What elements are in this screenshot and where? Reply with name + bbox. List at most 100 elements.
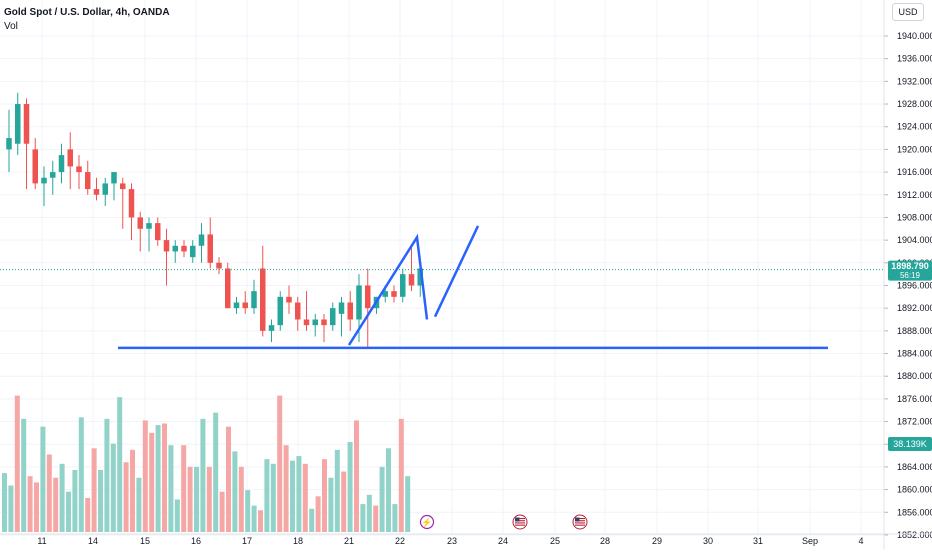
volume-bar	[142, 420, 148, 532]
volume-bar	[251, 505, 257, 532]
volume-bar	[315, 496, 321, 532]
drawing-tools[interactable]	[0, 225, 884, 350]
candle-body[interactable]	[251, 291, 257, 309]
candle-body[interactable]	[146, 223, 152, 229]
price-tick-label: 1852.000	[897, 530, 932, 540]
candle-body[interactable]	[190, 245, 196, 258]
price-tick-label: 1928.000	[897, 99, 932, 109]
time-axis[interactable]: 11 14 15 16 17 18 21 22 23 24 25 28 29 30 31 Sep 4	[0, 533, 932, 546]
candle-body[interactable]	[76, 166, 82, 173]
time-label: 30	[703, 536, 713, 546]
volume-bar	[360, 504, 366, 532]
candle-body[interactable]	[41, 177, 47, 184]
volume-bar	[2, 473, 7, 532]
candle-body[interactable]	[23, 104, 30, 144]
candle-body[interactable]	[233, 302, 240, 309]
volume-bar	[181, 445, 187, 532]
price-tick-label: 1940.000	[897, 31, 932, 41]
pattern-drawing[interactable]	[347, 233, 429, 346]
volume-bar	[283, 445, 289, 532]
volume-bar	[174, 499, 180, 532]
candle-body[interactable]	[58, 155, 65, 173]
currency-button[interactable]: USD	[892, 3, 924, 21]
price-tick-label: 1904.000	[897, 235, 932, 245]
candle-body[interactable]	[382, 291, 389, 297]
candle-body[interactable]	[286, 296, 292, 303]
volume-legend[interactable]: Vol	[4, 21, 18, 32]
volume-bar	[398, 418, 404, 532]
candle-body[interactable]	[312, 319, 319, 326]
candle-body[interactable]	[268, 325, 275, 331]
candle-body[interactable]	[225, 268, 231, 309]
candlesticks[interactable]	[6, 92, 424, 348]
price-tick-label: 1924.000	[897, 122, 932, 132]
volume-bar	[328, 477, 334, 532]
candle-body[interactable]	[330, 308, 336, 326]
candle-body[interactable]	[85, 172, 91, 190]
projection-line[interactable]	[433, 225, 480, 318]
volume-bar	[98, 470, 103, 532]
candle-body[interactable]	[6, 138, 12, 150]
volume-bar	[206, 466, 212, 532]
candle-body[interactable]	[400, 274, 406, 297]
candle-body[interactable]	[408, 274, 415, 286]
candle-body[interactable]	[260, 268, 266, 331]
candle-body[interactable]	[216, 262, 222, 269]
candle-body[interactable]	[365, 285, 371, 309]
volume-bar	[117, 397, 123, 532]
candle-body[interactable]	[242, 302, 249, 309]
candle-body[interactable]	[93, 189, 100, 195]
price-tick-label: 1912.000	[897, 190, 932, 200]
candle-body[interactable]	[391, 291, 397, 297]
candle-body[interactable]	[128, 189, 135, 218]
candle-body[interactable]	[163, 240, 170, 252]
candle-body[interactable]	[137, 217, 144, 229]
price-scale[interactable]: 1940.000 1936.000 1932.000 1928.000 1924.000…	[883, 0, 932, 550]
volume-bar	[46, 454, 52, 532]
candle-body[interactable]	[32, 149, 39, 184]
candle-body[interactable]	[321, 319, 327, 326]
event-markers[interactable]: ⚡	[419, 514, 588, 530]
time-label: 31	[753, 536, 763, 546]
candle-body[interactable]	[15, 104, 21, 144]
candle-body[interactable]	[155, 223, 161, 241]
volume-bar	[405, 476, 411, 532]
volume-bar	[27, 476, 33, 532]
volume-bar	[155, 425, 161, 532]
candle-body[interactable]	[417, 268, 424, 286]
candle-body[interactable]	[198, 234, 205, 246]
time-label: 28	[600, 536, 610, 546]
volume-bar	[341, 471, 347, 532]
time-label: 29	[652, 536, 662, 546]
candle-body[interactable]	[111, 172, 117, 184]
candle-body[interactable]	[303, 319, 310, 326]
candle-body[interactable]	[207, 234, 214, 263]
candle-body[interactable]	[102, 183, 109, 195]
candle-body[interactable]	[277, 296, 284, 326]
candle-body[interactable]	[181, 245, 187, 252]
time-label: 11	[37, 536, 46, 546]
time-label: 17	[242, 536, 252, 546]
volume-bar	[232, 451, 238, 532]
candle-body[interactable]	[50, 172, 56, 178]
candle-body[interactable]	[172, 245, 179, 252]
volume-bar	[238, 466, 244, 532]
candle-body[interactable]	[295, 302, 301, 320]
symbol-title[interactable]: Gold Spot / U.S. Dollar, 4h, OANDA	[4, 7, 170, 18]
volume-bar	[8, 485, 14, 532]
volume-bar	[354, 420, 359, 532]
lightning-icon[interactable]: ⚡	[419, 514, 435, 530]
time-label: 14	[88, 536, 98, 546]
candle-body[interactable]	[67, 149, 74, 167]
candle-body[interactable]	[347, 302, 354, 320]
us-flag-icon[interactable]	[572, 514, 588, 530]
candle-body[interactable]	[338, 302, 345, 314]
candle-body[interactable]	[356, 285, 362, 320]
volume-bar	[34, 482, 39, 532]
us-flag-icon[interactable]	[512, 514, 528, 530]
candle-body[interactable]	[120, 183, 126, 190]
time-label: 15	[140, 536, 150, 546]
volume-bar	[392, 504, 398, 532]
